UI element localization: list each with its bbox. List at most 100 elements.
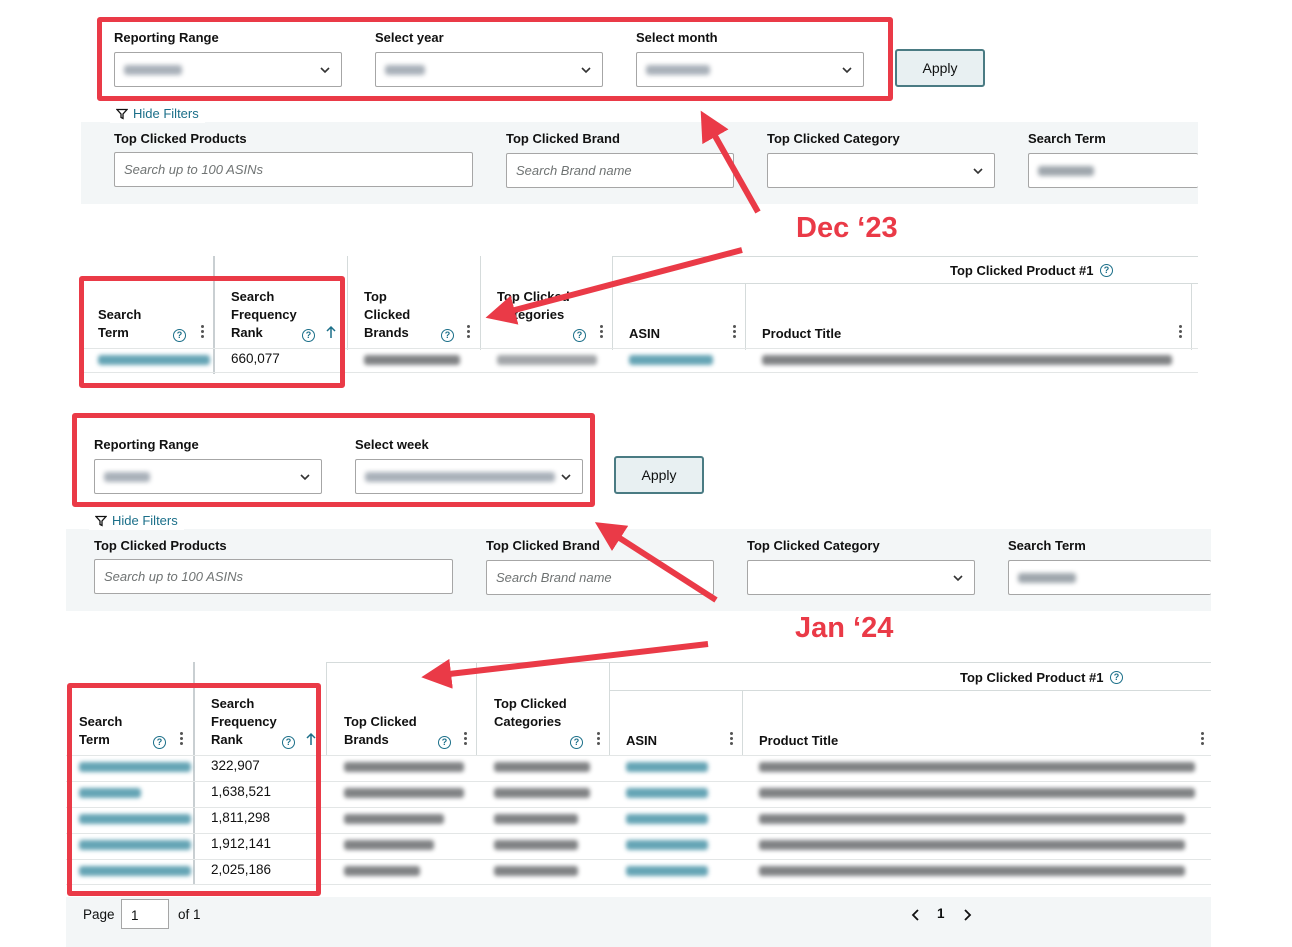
chevron-down-icon — [300, 474, 310, 481]
category-select[interactable] — [767, 153, 995, 188]
help-icon[interactable]: ? — [153, 736, 166, 749]
chevron-left-icon[interactable] — [911, 909, 921, 921]
search-term-link[interactable] — [79, 866, 191, 876]
chevron-down-icon — [561, 474, 571, 481]
col-top-clicked-brands[interactable]: Top Clicked Brands — [364, 289, 411, 340]
help-icon[interactable]: ? — [1110, 671, 1123, 684]
hide-filters-link[interactable]: Hide Filters — [89, 511, 184, 530]
search-term-link[interactable] — [79, 788, 141, 798]
filter-icon — [95, 515, 107, 527]
search-term-link[interactable] — [79, 762, 191, 772]
chevron-right-icon[interactable] — [962, 909, 972, 921]
apply-button[interactable]: Apply — [895, 49, 985, 87]
search-term-link[interactable] — [79, 814, 191, 824]
page-number-input[interactable]: 1 — [121, 899, 169, 929]
column-menu-icon[interactable] — [464, 732, 467, 747]
column-menu-icon[interactable] — [467, 325, 470, 340]
asin-search-input[interactable]: Search up to 100 ASINs — [94, 559, 453, 594]
column-menu-icon[interactable] — [180, 732, 183, 747]
jan-annotation-label: Jan ‘24 — [795, 612, 894, 644]
col-asin[interactable]: ASIN — [629, 326, 661, 341]
column-menu-icon[interactable] — [597, 732, 600, 747]
column-menu-icon[interactable] — [733, 325, 736, 340]
top-clicked-brand-label: Top Clicked Brand — [506, 131, 620, 146]
chevron-down-icon — [842, 67, 852, 74]
select-year-dropdown[interactable] — [375, 52, 603, 87]
reporting-range-label: Reporting Range — [94, 437, 199, 452]
search-frequency-rank-value: 322,907 — [211, 758, 260, 773]
search-term-link[interactable] — [98, 355, 210, 365]
column-menu-icon[interactable] — [201, 325, 204, 340]
top-clicked-products-label: Top Clicked Products — [114, 131, 247, 146]
reporting-range-select[interactable] — [94, 459, 322, 494]
search-frequency-rank-value: 1,912,141 — [211, 836, 272, 851]
search-term-label: Search Term — [1028, 131, 1106, 146]
help-icon[interactable]: ? — [282, 736, 295, 749]
asin-search-input[interactable]: Search up to 100 ASINs — [114, 152, 473, 187]
chevron-down-icon — [581, 67, 591, 74]
search-frequency-rank-value: 1,638,521 — [211, 784, 272, 799]
col-search-frequency-rank[interactable]: Search Frequency Rank — [211, 696, 277, 747]
help-icon[interactable]: ? — [302, 329, 315, 342]
column-menu-icon[interactable] — [730, 732, 733, 747]
help-icon[interactable]: ? — [438, 736, 451, 749]
asin-link[interactable] — [626, 762, 708, 772]
search-frequency-rank-value: 1,811,298 — [211, 810, 271, 825]
help-icon[interactable]: ? — [570, 736, 583, 749]
brand-search-input[interactable]: Search Brand name — [506, 153, 734, 188]
chevron-down-icon — [973, 168, 983, 175]
reporting-range-label: Reporting Range — [114, 30, 219, 45]
category-select[interactable] — [747, 560, 975, 595]
dec-annotation-label: Dec ‘23 — [796, 212, 898, 244]
column-menu-icon[interactable] — [600, 325, 603, 340]
help-icon[interactable]: ? — [441, 329, 454, 342]
arrow-to-bottom-table — [421, 641, 709, 689]
top-clicked-category-label: Top Clicked Category — [767, 131, 900, 146]
asin-link[interactable] — [626, 840, 708, 850]
select-month-dropdown[interactable] — [636, 52, 864, 87]
col-top-clicked-brands[interactable]: Top Clicked Brands — [344, 714, 417, 747]
col-product-title[interactable]: Product Title — [762, 326, 842, 341]
apply-button[interactable]: Apply — [614, 456, 704, 494]
sort-ascending-icon[interactable] — [326, 325, 336, 339]
help-icon[interactable]: ? — [1100, 264, 1113, 277]
search-term-link[interactable] — [79, 840, 191, 850]
sort-ascending-icon[interactable] — [306, 732, 316, 746]
select-week-dropdown[interactable] — [355, 459, 583, 494]
top-clicked-brand-label: Top Clicked Brand — [486, 538, 600, 553]
search-term-input[interactable] — [1008, 560, 1211, 595]
col-search-term[interactable]: Search Term — [79, 714, 123, 747]
group-header: Top Clicked Product #1 — [960, 670, 1104, 685]
select-week-label: Select week — [355, 437, 429, 452]
hide-filters-label: Hide Filters — [112, 513, 178, 528]
page-label: Page — [83, 907, 115, 922]
asin-link[interactable] — [629, 355, 713, 365]
col-product-title[interactable]: Product Title — [759, 733, 839, 748]
hide-filters-label: Hide Filters — [133, 106, 199, 121]
top-clicked-products-label: Top Clicked Products — [94, 538, 227, 553]
current-page[interactable]: 1 — [937, 906, 945, 921]
column-menu-icon[interactable] — [1201, 732, 1204, 747]
asin-link[interactable] — [626, 788, 708, 798]
asin-link[interactable] — [626, 814, 708, 824]
search-term-input[interactable] — [1028, 153, 1198, 188]
search-frequency-rank-value: 660,077 — [231, 351, 280, 366]
col-search-frequency-rank[interactable]: Search Frequency Rank — [231, 289, 297, 340]
asin-link[interactable] — [626, 866, 708, 876]
col-top-clicked-categories[interactable]: Top Clicked Categories — [497, 289, 570, 322]
help-icon[interactable]: ? — [173, 329, 186, 342]
group-header: Top Clicked Product #1 — [950, 263, 1094, 278]
col-top-clicked-categories[interactable]: Top Clicked Categories — [494, 696, 567, 729]
column-menu-icon[interactable] — [1179, 325, 1182, 340]
chevron-down-icon — [953, 575, 963, 582]
hide-filters-link[interactable]: Hide Filters — [110, 104, 205, 123]
select-month-label: Select month — [636, 30, 718, 45]
brand-search-input[interactable]: Search Brand name — [486, 560, 714, 595]
col-search-term[interactable]: Search Term — [98, 307, 142, 340]
help-icon[interactable]: ? — [573, 329, 586, 342]
search-term-label: Search Term — [1008, 538, 1086, 553]
col-asin[interactable]: ASIN — [626, 733, 658, 748]
page-count-label: of 1 — [178, 907, 201, 922]
chevron-down-icon — [320, 67, 330, 74]
reporting-range-select[interactable] — [114, 52, 342, 87]
